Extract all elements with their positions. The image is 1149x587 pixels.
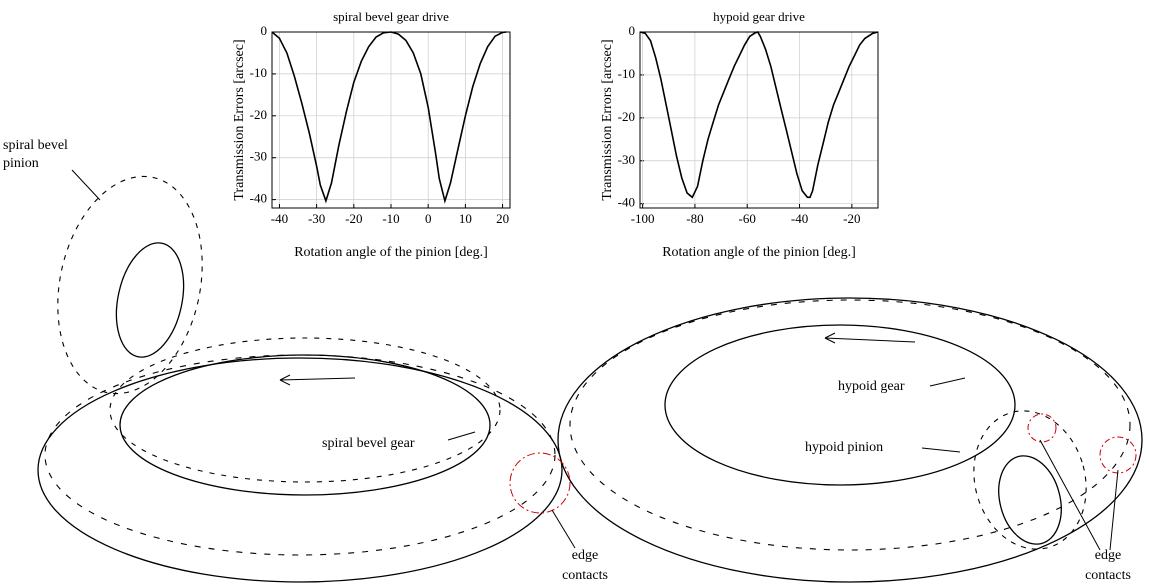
label: contacts [562,568,608,583]
x-tick-label: 20 [496,211,509,226]
y-tick-label: -40 [250,191,267,206]
edge-marker [1099,436,1137,474]
line [271,31,507,204]
label: spiral bevel [3,138,68,153]
x-tick-label: -20 [843,211,860,226]
label: spiral bevel gear [322,436,415,451]
x-tick-label: -10 [382,211,399,226]
chart-title: hypoid gear drive [713,9,805,24]
edge-marker [509,452,571,514]
x-tick-label: -40 [791,211,808,226]
leader [1039,439,1119,551]
right-arrow [824,332,916,344]
label: contacts [1085,568,1131,583]
label: pinion [3,156,39,171]
gear-drawings [37,169,1143,583]
right-pinion-bore [998,455,1062,545]
x-axis-label: Rotation angle of the pinion [deg.] [294,245,488,260]
x-tick-label: 0 [425,211,432,226]
y-axis-label: Transmission Errors [arcsec] [232,39,247,200]
y-tick-label: -30 [250,149,267,164]
plot-frame [639,31,879,209]
chart-title: spiral bevel gear drive [333,9,449,24]
label: edge [1095,548,1121,563]
leader [921,447,961,453]
leader [551,509,576,549]
right-gear-inner [664,324,1016,486]
y-tick-label: -30 [618,152,635,167]
x-tick-label: -80 [686,211,703,226]
left-gear-top-teeth [109,337,501,483]
leader [929,377,966,387]
left-gear-outer [37,357,563,583]
y-tick-label: -20 [250,107,267,122]
left-pinion-teeth [57,175,203,395]
y-tick-label: -40 [618,195,635,210]
chart: 0 -10 -20 -30 -40 -40 -30 -20 -10 0 10 20 spiral bev… [232,9,511,260]
leader [447,431,476,441]
y-tick-label: 0 [261,23,268,38]
label: edge [572,548,598,563]
label: hypoid pinion [805,440,883,455]
y-tick-label: -10 [618,66,635,81]
y-axis-label: Transmission Errors [arcsec] [600,39,615,200]
left-gear-teeth [44,354,556,556]
left-pinion-bore [115,242,185,358]
line [639,31,879,199]
right-gear-outer [557,297,1143,583]
x-tick-label: -30 [308,211,325,226]
x-tick-label: -60 [739,211,756,226]
x-tick-label: -20 [345,211,362,226]
label: hypoid gear [838,379,905,394]
edge-marker [1027,413,1057,443]
x-axis-label: Rotation angle of the pinion [deg.] [662,245,856,260]
x-tick-label: -100 [631,211,655,226]
left-gear-inner [119,354,491,496]
right-pinion-teeth [973,410,1087,550]
x-tick-label: 10 [459,211,472,226]
left-arrow [279,374,356,386]
x-tick-label: -40 [271,211,288,226]
y-tick-label: -10 [250,65,267,80]
leader [71,169,101,201]
y-tick-label: 0 [629,23,636,38]
right-gear-teeth [569,299,1131,551]
y-tick-label: -20 [618,109,635,124]
